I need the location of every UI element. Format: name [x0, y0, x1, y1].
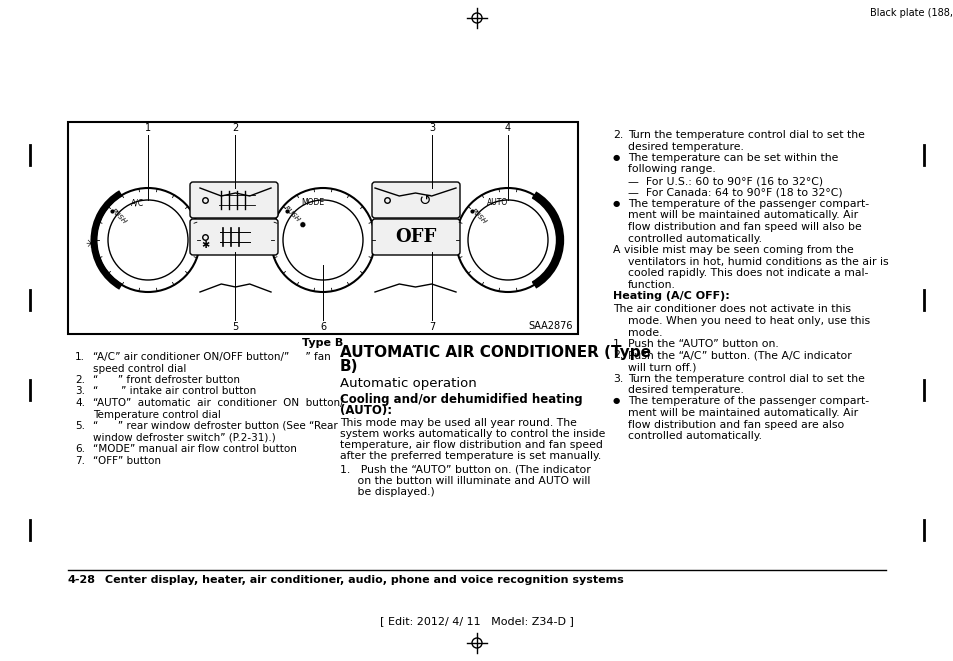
- Text: 2.: 2.: [613, 130, 622, 140]
- Text: 5.: 5.: [75, 421, 85, 431]
- Text: The temperature can be set within the: The temperature can be set within the: [627, 153, 838, 163]
- Text: 7: 7: [429, 322, 435, 332]
- Text: ventilators in hot, humid conditions as the air is: ventilators in hot, humid conditions as …: [627, 256, 887, 266]
- Text: Cooling and/or dehumidified heating: Cooling and/or dehumidified heating: [339, 393, 582, 406]
- Text: 2.: 2.: [613, 350, 622, 360]
- Text: 1: 1: [145, 123, 151, 133]
- Text: MODE: MODE: [301, 198, 324, 207]
- Text: A visible mist may be seen coming from the: A visible mist may be seen coming from t…: [613, 245, 853, 255]
- Text: The temperature of the passenger compart-: The temperature of the passenger compart…: [627, 199, 868, 209]
- Text: Temperature control dial: Temperature control dial: [92, 410, 221, 420]
- Text: PUSH ●: PUSH ●: [282, 205, 306, 229]
- FancyBboxPatch shape: [190, 182, 277, 218]
- Text: (AUTO):: (AUTO):: [339, 404, 392, 417]
- Bar: [68, 122, 578, 334]
- Text: 1.: 1.: [75, 352, 85, 362]
- Text: 3.: 3.: [75, 387, 85, 397]
- Text: will turn off.): will turn off.): [627, 362, 696, 372]
- Text: controlled automatically.: controlled automatically.: [627, 431, 761, 441]
- Text: ●: ●: [613, 199, 619, 208]
- Text: Type B: Type B: [302, 338, 343, 348]
- Text: SAA2876: SAA2876: [528, 321, 573, 331]
- Text: desired temperature.: desired temperature.: [627, 385, 743, 395]
- Text: This mode may be used all year round. The: This mode may be used all year round. Th…: [339, 418, 577, 428]
- Text: mode. When you need to heat only, use this: mode. When you need to heat only, use th…: [627, 316, 869, 326]
- Text: “MODE” manual air flow control button: “MODE” manual air flow control button: [92, 444, 296, 454]
- Text: PUSH: PUSH: [111, 208, 128, 225]
- Text: Push the “AUTO” button on.: Push the “AUTO” button on.: [627, 339, 778, 349]
- Text: following range.: following range.: [627, 165, 715, 175]
- Text: ●: ●: [613, 397, 619, 405]
- Text: A/C: A/C: [131, 198, 144, 207]
- Text: 3: 3: [429, 123, 435, 133]
- Text: be displayed.): be displayed.): [339, 487, 435, 497]
- FancyBboxPatch shape: [190, 219, 277, 255]
- Text: ment will be maintained automatically. Air: ment will be maintained automatically. A…: [627, 210, 858, 221]
- Text: “      ” rear window defroster button (See “Rear: “ ” rear window defroster button (See “R…: [92, 421, 337, 431]
- Text: window defroster switch” (P.2-31).): window defroster switch” (P.2-31).): [92, 432, 275, 442]
- Text: speed control dial: speed control dial: [92, 364, 186, 373]
- Text: system works automatically to control the inside: system works automatically to control th…: [339, 429, 605, 439]
- Text: temperature, air flow distribution and fan speed: temperature, air flow distribution and f…: [339, 440, 602, 450]
- Text: 3.: 3.: [613, 373, 622, 383]
- Text: 2.: 2.: [75, 375, 85, 385]
- Text: ↺: ↺: [418, 192, 431, 208]
- Text: 5: 5: [232, 322, 238, 332]
- Text: Push the “A/C” button. (The A/C indicator: Push the “A/C” button. (The A/C indicato…: [627, 350, 851, 360]
- FancyBboxPatch shape: [372, 182, 459, 218]
- Text: mode.: mode.: [627, 327, 661, 338]
- Text: ●: ●: [613, 153, 619, 162]
- Text: ✳: ✳: [86, 239, 96, 251]
- Text: controlled automatically.: controlled automatically.: [627, 233, 761, 243]
- Text: Black plate (188,1): Black plate (188,1): [869, 8, 953, 18]
- Text: on the button will illuminate and AUTO will: on the button will illuminate and AUTO w…: [339, 476, 590, 486]
- Text: flow distribution and fan speed will also be: flow distribution and fan speed will als…: [627, 222, 861, 232]
- Text: “AUTO”  automatic  air  conditioner  ON  button/: “AUTO” automatic air conditioner ON butt…: [92, 398, 343, 408]
- Text: “OFF” button: “OFF” button: [92, 455, 161, 465]
- Text: function.: function.: [627, 280, 675, 290]
- Text: “A/C” air conditioner ON/OFF button/”     ” fan: “A/C” air conditioner ON/OFF button/” ” …: [92, 352, 331, 362]
- Text: —  For Canada: 64 to 90°F (18 to 32°C): — For Canada: 64 to 90°F (18 to 32°C): [627, 188, 841, 198]
- Text: 6.: 6.: [75, 444, 85, 454]
- Text: after the preferred temperature is set manually.: after the preferred temperature is set m…: [339, 451, 600, 461]
- Text: 7.: 7.: [75, 455, 85, 465]
- Text: Turn the temperature control dial to set the: Turn the temperature control dial to set…: [627, 373, 864, 383]
- Text: ment will be maintained automatically. Air: ment will be maintained automatically. A…: [627, 408, 858, 418]
- Text: “      ” front defroster button: “ ” front defroster button: [92, 375, 240, 385]
- Text: 4.: 4.: [75, 398, 85, 408]
- Text: 2: 2: [232, 123, 238, 133]
- Text: cooled rapidly. This does not indicate a mal-: cooled rapidly. This does not indicate a…: [627, 268, 867, 278]
- Text: Center display, heater, air conditioner, audio, phone and voice recognition syst: Center display, heater, air conditioner,…: [105, 575, 623, 585]
- Text: Automatic operation: Automatic operation: [339, 377, 476, 390]
- Text: 4-28: 4-28: [68, 575, 96, 585]
- Text: B): B): [339, 359, 358, 374]
- Text: —  For U.S.: 60 to 90°F (16 to 32°C): — For U.S.: 60 to 90°F (16 to 32°C): [627, 176, 822, 186]
- Text: AUTOMATIC AIR CONDITIONER (Type: AUTOMATIC AIR CONDITIONER (Type: [339, 345, 650, 360]
- Text: 6: 6: [319, 322, 326, 332]
- Text: PUSH: PUSH: [470, 208, 488, 225]
- Text: 1.   Push the “AUTO” button on. (The indicator: 1. Push the “AUTO” button on. (The indic…: [339, 465, 590, 475]
- Text: Turn the temperature control dial to set the: Turn the temperature control dial to set…: [627, 130, 864, 140]
- Text: 4: 4: [504, 123, 511, 133]
- Text: 1.: 1.: [613, 339, 622, 349]
- Text: “       ” intake air control button: “ ” intake air control button: [92, 387, 256, 397]
- Text: OFF: OFF: [395, 228, 436, 246]
- Text: ✱: ✱: [201, 240, 209, 250]
- FancyBboxPatch shape: [372, 219, 459, 255]
- Text: [ Edit: 2012/ 4/ 11   Model: Z34-D ]: [ Edit: 2012/ 4/ 11 Model: Z34-D ]: [379, 616, 574, 626]
- Text: The air conditioner does not activate in this: The air conditioner does not activate in…: [613, 305, 850, 315]
- Text: AUTO: AUTO: [486, 198, 508, 207]
- Text: The temperature of the passenger compart-: The temperature of the passenger compart…: [627, 397, 868, 407]
- Text: desired temperature.: desired temperature.: [627, 141, 743, 151]
- Text: flow distribution and fan speed are also: flow distribution and fan speed are also: [627, 420, 843, 430]
- Text: Heating (A/C OFF):: Heating (A/C OFF):: [613, 291, 729, 301]
